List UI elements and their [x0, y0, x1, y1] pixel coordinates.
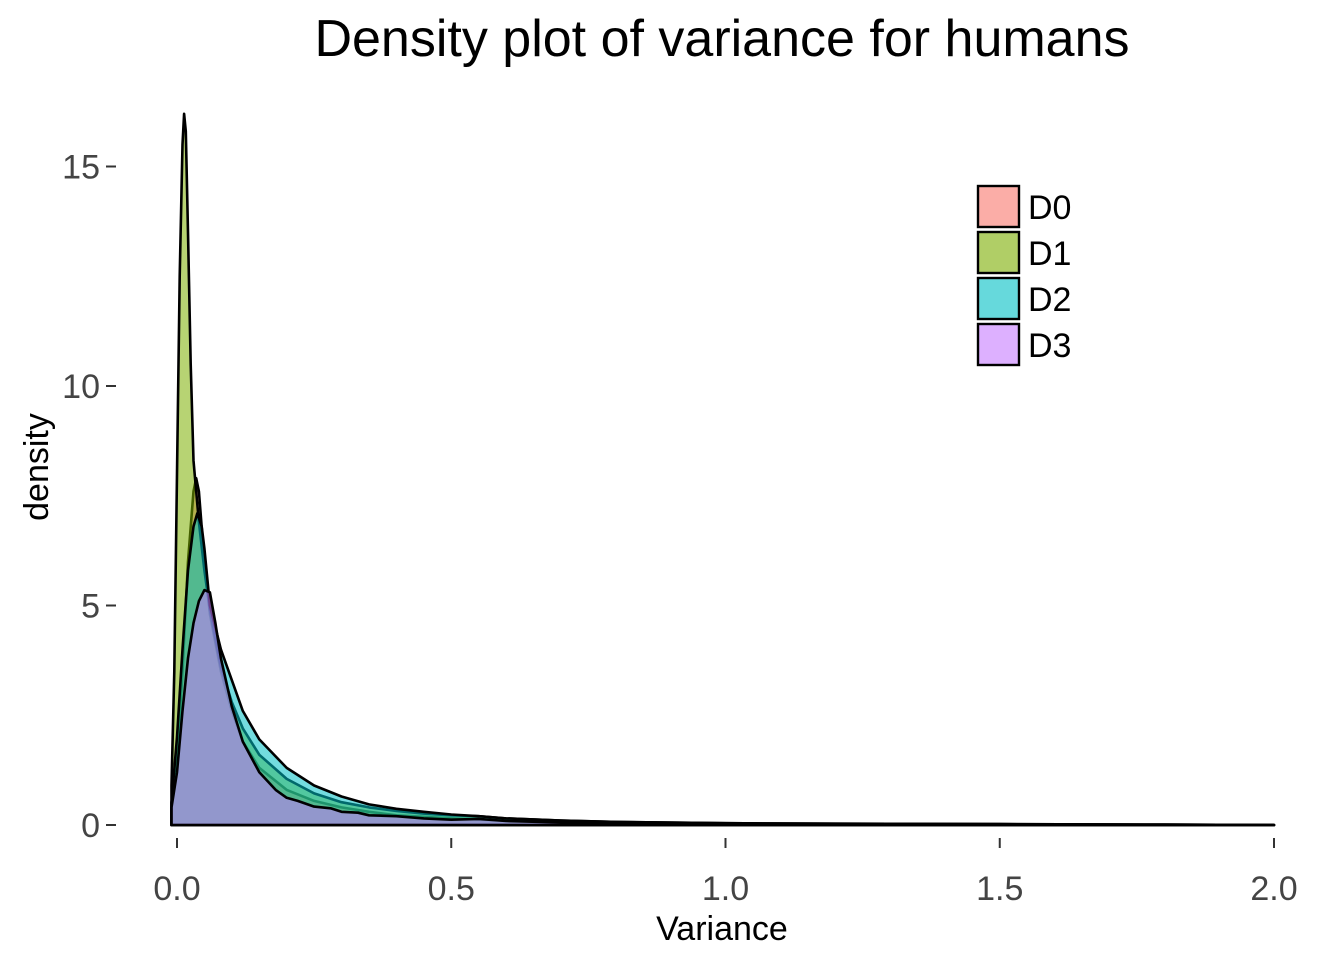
- density-area-d3: [170, 588, 1276, 827]
- legend-label-d1: D1: [1028, 235, 1071, 273]
- y-tick-label: 0: [81, 807, 100, 845]
- density-area-d2: [170, 511, 1276, 827]
- legend-key-d1: [976, 230, 1021, 275]
- x-tick-label: 2.0: [1250, 870, 1297, 908]
- x-tick-label: 0.0: [153, 870, 200, 908]
- chart-title: Density plot of variance for humans: [314, 10, 1129, 68]
- density-area-d0: [170, 476, 1276, 827]
- density-areas: [170, 112, 1276, 827]
- x-tick-label: 1.5: [976, 870, 1023, 908]
- x-axis-title: Variance: [656, 910, 788, 948]
- legend-label-d2: D2: [1028, 281, 1071, 319]
- axes: 0.0 0.5 1.0 1.5 2.0 0 5 10 15: [62, 149, 1297, 909]
- legend-key-d3: [976, 322, 1021, 367]
- y-tick-label: 10: [62, 368, 100, 406]
- x-tick-label: 1.0: [702, 870, 749, 908]
- y-tick-label: 5: [81, 588, 100, 626]
- legend-label-d3: D3: [1028, 327, 1071, 365]
- y-axis-title: density: [18, 413, 56, 521]
- legend: D0 D1 D2 D3: [976, 184, 1071, 367]
- density-area-d1: [170, 112, 1276, 827]
- legend-label-d0: D0: [1028, 189, 1071, 227]
- legend-key-d2: [976, 276, 1021, 321]
- legend-key-d0: [976, 184, 1021, 229]
- y-tick-label: 15: [62, 149, 100, 187]
- x-tick-label: 0.5: [428, 870, 475, 908]
